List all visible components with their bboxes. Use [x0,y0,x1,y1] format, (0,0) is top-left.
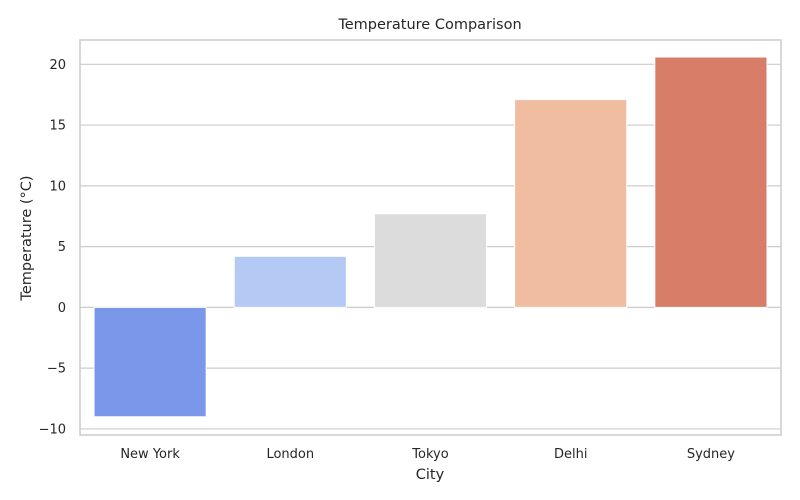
x-tick-label: Sydney [687,447,735,462]
bar-new-york [93,306,207,418]
y-tick-label: 15 [49,119,66,134]
bar-tokyo [373,213,488,308]
x-tick-labels: New York London Tokyo Delhi Sydney [120,447,735,462]
y-tick-label: 5 [58,240,66,255]
x-tick-label: New York [120,447,180,462]
plot-frame [79,39,782,436]
chart-title: Temperature Comparison [337,17,521,33]
y-tick-label: 0 [58,301,66,316]
y-tick-labels: −10 −5 0 5 10 15 20 [39,58,66,438]
bar-delhi [514,99,628,308]
y-tick-label: 10 [49,179,66,194]
y-tick-label: −10 [39,422,66,437]
x-tick-label: Tokyo [411,447,448,462]
bar-london [233,255,347,308]
x-tick-label: Delhi [554,447,587,462]
bars [93,56,768,418]
y-axis-title: Temperature (°C) [19,175,35,301]
y-tick-label: 20 [49,58,66,73]
x-axis-title: City [416,467,445,483]
x-tick-label: London [266,447,314,462]
y-tick-label: −5 [47,362,66,377]
bar-sydney [654,56,768,308]
